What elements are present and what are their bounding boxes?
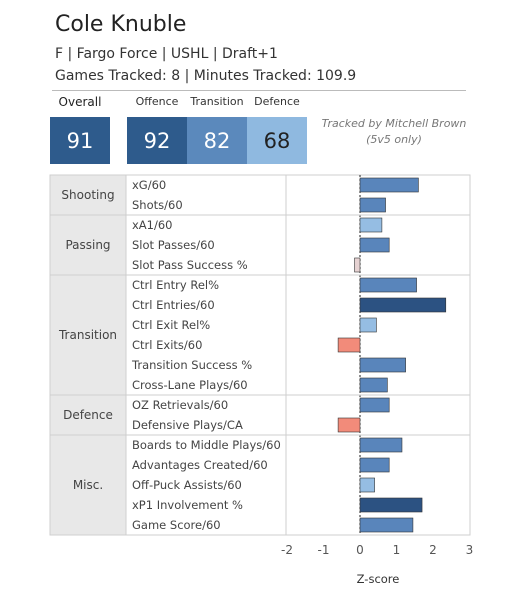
metric-label: Transition Success % — [131, 358, 252, 372]
metric-bar — [359, 177, 419, 193]
group-cell — [50, 215, 126, 275]
tracked-by-line1: Tracked by Mitchell Brown — [321, 117, 467, 130]
metric-label: Slot Passes/60 — [132, 238, 215, 252]
metric-label: Slot Pass Success % — [132, 258, 248, 272]
offence-score: 92 — [127, 117, 187, 164]
metric-bar — [359, 437, 403, 453]
metric-label: Cross-Lane Plays/60 — [132, 378, 248, 392]
metric-label: xG/60 — [132, 178, 166, 192]
metric-bar — [359, 197, 386, 213]
metric-bar — [337, 337, 361, 353]
group-cell — [50, 275, 126, 395]
metric-label: xP1 Involvement % — [132, 498, 243, 512]
defence-score: 68 — [247, 117, 307, 164]
metric-label: Shots/60 — [132, 198, 183, 212]
metric-bar — [359, 397, 390, 413]
group-label: Shooting — [61, 188, 114, 202]
offence-label: Offence — [135, 95, 179, 108]
metric-label: Defensive Plays/CA — [132, 418, 243, 432]
player-name: Cole Knuble — [55, 12, 187, 37]
x-tick-label: 0 — [356, 543, 364, 557]
tracking-info: Games Tracked: 8 | Minutes Tracked: 109.… — [55, 68, 357, 84]
metric-bar — [359, 517, 414, 533]
group-cell — [50, 175, 126, 215]
group-cell — [50, 435, 126, 535]
metric-label: Ctrl Entry Rel% — [132, 278, 219, 292]
metric-bar — [359, 237, 390, 253]
metric-label: OZ Retrievals/60 — [132, 398, 228, 412]
metric-label: Game Score/60 — [132, 518, 221, 532]
metric-bar — [359, 357, 406, 373]
metric-label: Boards to Middle Plays/60 — [132, 438, 281, 452]
metric-bar — [354, 257, 361, 273]
header-divider — [52, 90, 466, 91]
group-label: Misc. — [73, 478, 103, 492]
player-info: F | Fargo Force | USHL | Draft+1 — [55, 46, 278, 62]
x-tick-label: -2 — [281, 543, 293, 557]
tracked-by-note: Tracked by Mitchell Brown (5v5 only) — [314, 116, 474, 148]
x-axis-title: Z-score — [357, 572, 400, 586]
metric-label: Advantages Created/60 — [132, 458, 268, 472]
metric-label: Ctrl Entries/60 — [132, 298, 215, 312]
group-label: Defence — [63, 408, 113, 422]
x-tick-label: 3 — [466, 543, 474, 557]
metric-bar — [359, 457, 390, 473]
group-cell — [50, 395, 126, 435]
tracked-by-line2: (5v5 only) — [366, 133, 422, 146]
metric-label: Off-Puck Assists/60 — [132, 478, 242, 492]
metric-bar — [359, 217, 383, 233]
group-label: Passing — [65, 238, 110, 252]
group-label: Transition — [58, 328, 117, 342]
metric-label: xA1/60 — [132, 218, 173, 232]
transition-score: 82 — [187, 117, 247, 164]
metric-bar — [359, 477, 375, 493]
metric-bar — [337, 417, 361, 433]
x-tick-label: 1 — [393, 543, 401, 557]
metric-bar — [359, 317, 377, 333]
x-tick-label: -1 — [318, 543, 330, 557]
metric-label: Ctrl Exit Rel% — [132, 318, 210, 332]
overall-score: 91 — [50, 117, 110, 164]
x-tick-label: 2 — [429, 543, 437, 557]
metric-bar — [359, 297, 447, 313]
metric-bar — [359, 277, 417, 293]
metric-bar — [359, 377, 388, 393]
transition-label: Transition — [190, 95, 244, 108]
defence-label: Defence — [254, 95, 300, 108]
chart-frame — [49, 174, 471, 536]
overall-label: Overall — [58, 95, 102, 109]
metric-label: Ctrl Exits/60 — [132, 338, 202, 352]
metric-bar — [359, 497, 423, 513]
